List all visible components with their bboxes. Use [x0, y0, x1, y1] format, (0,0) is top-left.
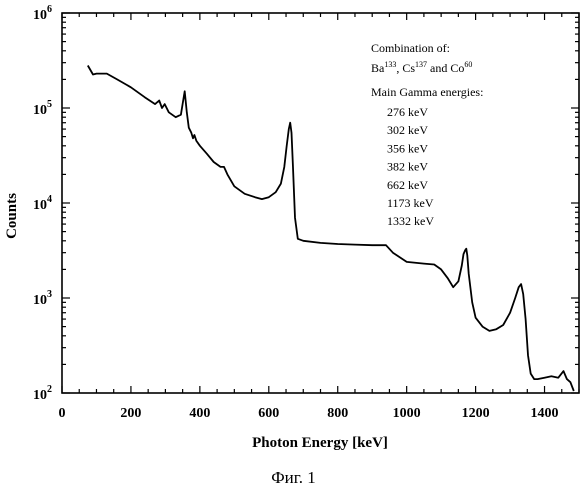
annotation-energy: 276 keV — [387, 105, 428, 119]
annotation-heading: Combination of: — [371, 41, 450, 55]
x-tick-label: 400 — [189, 406, 210, 421]
legend-annotation: Combination of: Ba133, Cs137 and Co60 Main… — [371, 41, 483, 228]
annotation-energy: 1173 keV — [387, 196, 434, 210]
spectrum-chart: 0 200 400 600 800 1000 1200 1400 102 103 104 105 106… — [0, 0, 587, 465]
y-tick-label: 102 — [33, 384, 52, 403]
x-tick-label: 600 — [258, 406, 279, 421]
y-tick-label: 106 — [33, 4, 52, 23]
annotation-isotopes: Ba133, Cs137 and Co60 — [371, 60, 472, 75]
annotation-energy: 1332 keV — [387, 214, 434, 228]
x-tick-label: 1400 — [531, 406, 559, 421]
annotation-energies-heading: Main Gamma energies: — [371, 85, 483, 99]
x-tick-label: 1000 — [393, 406, 421, 421]
x-tick-label: 200 — [120, 406, 141, 421]
annotation-energy: 356 keV — [387, 141, 428, 155]
y-tick-label: 105 — [33, 99, 52, 118]
y-axis-label: Counts — [4, 193, 20, 239]
annotation-energy: 382 keV — [387, 160, 428, 174]
x-axis-label: Photon Energy [keV] — [252, 435, 388, 451]
annotation-energy: 302 keV — [387, 123, 428, 137]
x-tick-label: 0 — [59, 406, 66, 421]
spectrum-line — [88, 66, 574, 392]
y-tick-label: 103 — [33, 289, 52, 308]
x-tick-label: 1200 — [462, 406, 490, 421]
x-tick-label: 800 — [327, 406, 348, 421]
figure-caption: Фиг. 1 — [0, 468, 587, 488]
annotation-energy: 662 keV — [387, 178, 428, 192]
y-tick-label: 104 — [33, 194, 52, 213]
plot-frame — [62, 13, 579, 393]
